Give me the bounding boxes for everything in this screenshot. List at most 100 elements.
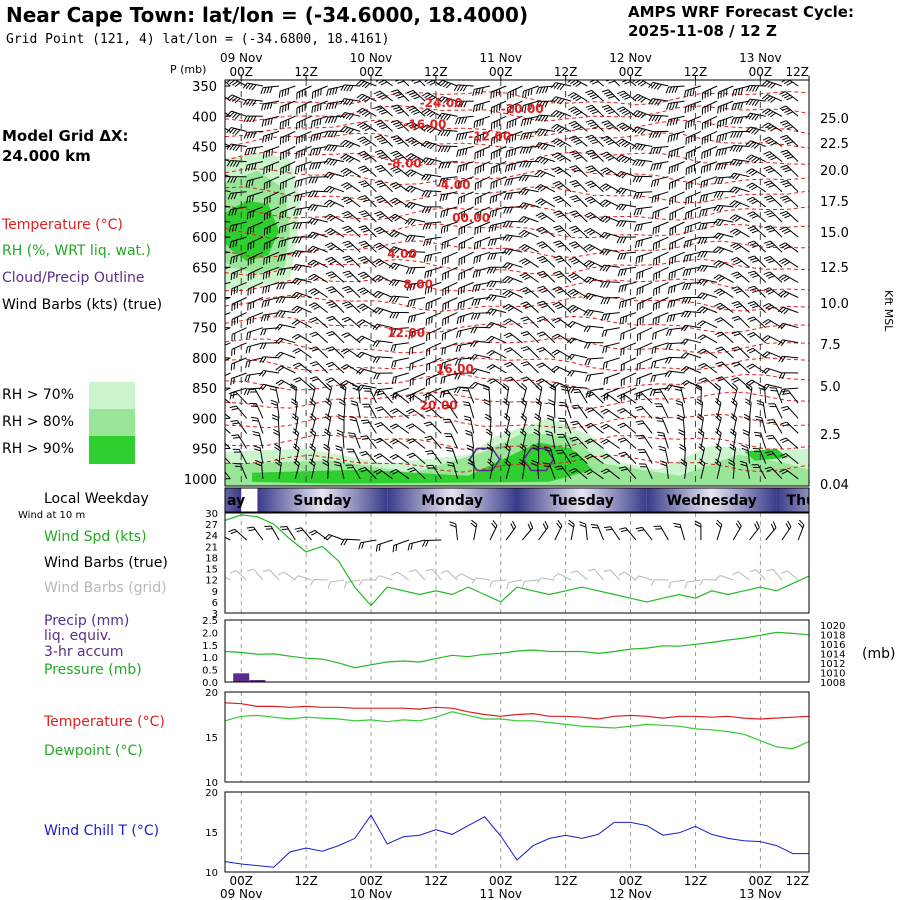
wind-barb-649 xyxy=(228,221,247,233)
wind-barb-576 xyxy=(225,155,231,163)
wind10-barb-7 xyxy=(323,534,345,541)
wind-barb-125 xyxy=(490,176,507,190)
wind-barb-655 xyxy=(324,213,345,223)
temp-contour-6 xyxy=(225,186,809,204)
wind-barb-441 xyxy=(360,435,377,449)
wind-barb-735 xyxy=(457,281,474,296)
wind-barb-551 xyxy=(390,119,410,132)
height-tick-label-2: 20.0 xyxy=(820,164,849,179)
wind-barb-680 xyxy=(729,214,750,223)
wind-barb-298 xyxy=(372,323,393,331)
wind-barb-739 xyxy=(519,272,539,283)
wind-barb-22 xyxy=(567,80,588,88)
wind-barb-659 xyxy=(389,213,410,223)
wind-barb-747 xyxy=(653,281,669,296)
wind-barb-257 xyxy=(291,291,312,300)
wind-barb-48 xyxy=(406,105,426,117)
wind-barb-871 xyxy=(339,383,347,404)
wind10-grid-barb-23 xyxy=(587,568,604,581)
temp-label-5: -4.00 xyxy=(436,178,471,192)
wind-barb-10 xyxy=(373,80,393,87)
wind-barb-82 xyxy=(374,134,393,147)
cross-section-panel: -24.00 -20.00 -16.00 -12.00 -8.00 -4.00 00.00 4… xyxy=(170,51,895,493)
rh80-swatch xyxy=(89,409,135,436)
wind-barb-297 xyxy=(356,319,377,329)
wind-barb-613 xyxy=(227,191,247,200)
wind-barb-32 xyxy=(732,85,750,97)
wind-barb-676 xyxy=(669,221,685,236)
wind-barb-634 xyxy=(569,180,588,193)
bottom-tick-label-5: 12Z xyxy=(554,874,578,888)
wind-barb-511 xyxy=(325,100,345,110)
wind10-barb-3 xyxy=(264,525,280,541)
wind-barb-668 xyxy=(535,212,556,223)
wind-barb-223 xyxy=(325,256,345,268)
wind-barb-768 xyxy=(407,312,426,324)
wind-barb-863 xyxy=(778,372,799,379)
wind-barb-124 xyxy=(474,176,491,191)
wind-barb-563 xyxy=(585,119,604,132)
wind-barb-335 xyxy=(391,357,410,368)
wind-barb-647 xyxy=(780,180,799,193)
wind-barb-129 xyxy=(552,166,572,178)
wind-barb-720 xyxy=(225,281,231,287)
wind-barb-396 xyxy=(225,407,231,419)
wind-barb-594 xyxy=(504,161,523,173)
wind-barb-347 xyxy=(584,357,604,366)
wind-barb-182 xyxy=(247,236,264,251)
wind-barb-319 xyxy=(714,317,734,329)
wind-barb-241 xyxy=(617,266,637,277)
wind-barb-179 xyxy=(780,195,799,208)
wind-barb-633 xyxy=(552,181,572,193)
wind-barb-852 xyxy=(603,372,620,386)
wind-barb-535 xyxy=(717,100,734,114)
wind-barb-348 xyxy=(602,357,620,370)
wind-barb-43 xyxy=(324,115,345,124)
wind-barb-15 xyxy=(453,84,474,92)
wind-barb-705 xyxy=(553,240,572,253)
wind-barb-277 xyxy=(618,297,637,309)
wind-tick-label-5: 18 xyxy=(205,553,218,564)
wind-barb-287 xyxy=(778,290,799,298)
wind-barb-753 xyxy=(747,270,767,283)
wind-barb-706 xyxy=(568,241,588,253)
wind-barb-490 xyxy=(568,468,588,480)
wind-barb-687 xyxy=(263,251,280,265)
wind-barb-231 xyxy=(458,266,474,281)
wind-barb-673 xyxy=(616,220,637,228)
wind-barb-876 xyxy=(405,393,426,404)
wind-barb-71 xyxy=(779,105,799,117)
wind-barb-956 xyxy=(543,446,556,464)
precip-axis: 0.00.5 1.01.5 2.02.5 xyxy=(202,616,218,689)
wind-barb-163 xyxy=(518,202,539,210)
wind-barb-792 xyxy=(225,342,231,350)
wind-barb-904 xyxy=(291,413,299,434)
wind-barb-913 xyxy=(423,421,442,434)
wind-barb-837 xyxy=(356,368,377,375)
wind-barb-454 xyxy=(569,436,588,449)
wind-barb-850 xyxy=(567,370,588,377)
model-grid-label: Model Grid ΔX: xyxy=(2,127,129,145)
wind-barb-194 xyxy=(441,236,458,250)
precip-tick-label-1: 0.5 xyxy=(202,666,218,677)
wind-barb-19 xyxy=(522,85,539,98)
wind-barb-50 xyxy=(437,112,458,121)
wind-barb-145 xyxy=(228,206,247,216)
wind-barb-263 xyxy=(389,295,409,303)
wind-barb-813 xyxy=(551,333,572,344)
height-tick-label-9: 2.5 xyxy=(820,428,841,443)
wind-barb-608 xyxy=(729,158,750,167)
bottom-tick-label-2: 00Z xyxy=(359,874,383,888)
wind-barb-211 xyxy=(713,232,734,240)
wind10-grid-barb-13 xyxy=(425,568,442,581)
wind-barb-234 xyxy=(502,262,523,270)
wind-barb-61 xyxy=(616,106,637,117)
wind-barb-243 xyxy=(653,266,669,281)
wind-chill-line xyxy=(224,814,809,868)
wind-barb-550 xyxy=(374,120,393,132)
wind-barb-138 xyxy=(700,176,718,189)
wind-barb-864 xyxy=(225,393,231,404)
wind-barb-582 xyxy=(308,161,328,170)
wind-barb-795 xyxy=(259,342,280,350)
